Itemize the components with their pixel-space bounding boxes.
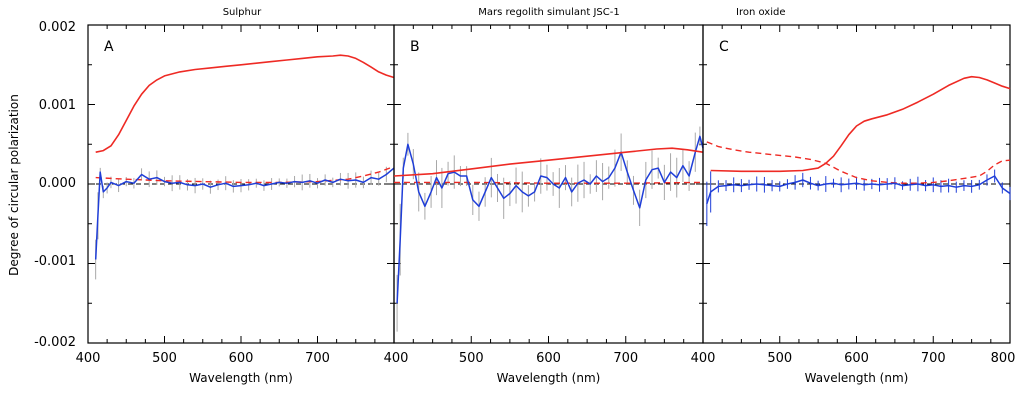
- panel-title: Mars regolith simulant JSC-1: [478, 7, 619, 18]
- y-tick-label: -0.002: [34, 335, 76, 350]
- blue-measurement-line: [396, 135, 704, 304]
- x-axis-title: Wavelength (nm): [189, 371, 293, 385]
- x-tick-label: 400: [691, 351, 716, 366]
- x-tick-label: 500: [152, 351, 177, 366]
- x-tick-label: 600: [844, 351, 869, 366]
- panel-title: Iron oxide: [736, 7, 785, 18]
- red-solid-line: [95, 54, 395, 153]
- red-dashed-line: [706, 141, 1011, 184]
- x-tick-label: 600: [229, 351, 254, 366]
- blue-measurement-line: [94, 167, 395, 260]
- y-tick-label: 0.000: [39, 176, 76, 191]
- red-solid-line: [393, 147, 704, 177]
- panel-title: Sulphur: [223, 7, 262, 18]
- red-dashed-line: [394, 181, 704, 184]
- blue-measurement-line: [706, 175, 1011, 205]
- x-tick-label: 600: [536, 351, 561, 366]
- x-tick-label: 800: [991, 351, 1016, 366]
- y-tick-label: -0.001: [34, 254, 76, 269]
- x-axis-title: Wavelength (nm): [805, 371, 909, 385]
- panel-iron-oxide: Iron oxide C 400 500 600 700 800 Wavelen…: [691, 7, 1016, 385]
- panel-sulphur: Sulphur A 400 500 600 700 Wavelength (nm…: [76, 7, 395, 385]
- x-axis-title: Wavelength (nm): [497, 371, 601, 385]
- x-tick-label: 700: [305, 351, 330, 366]
- y-axis: Degree of circular polarization 0.002 0.…: [7, 20, 76, 350]
- plot-content: [702, 24, 1011, 344]
- x-tick-label: 500: [459, 351, 484, 366]
- y-axis-title: Degree of circular polarization: [7, 94, 21, 276]
- panel-letter: A: [104, 39, 114, 55]
- panel-mars-regolith: Mars regolith simulant JSC-1 B 400 500 6…: [384, 7, 704, 385]
- x-tick-label: 700: [921, 351, 946, 366]
- red-solid-line: [710, 75, 1011, 173]
- y-tick-label: 0.002: [39, 20, 76, 35]
- x-tick-label: 400: [384, 351, 409, 366]
- x-tick-label: 700: [613, 351, 638, 366]
- x-tick-label: 500: [767, 351, 792, 366]
- plot-content: [87, 24, 395, 344]
- y-tick-label: 0.001: [39, 98, 76, 113]
- panel-letter: C: [719, 39, 729, 55]
- plot-content: [393, 24, 704, 344]
- panel-letter: B: [410, 39, 420, 55]
- x-tick-label: 400: [76, 351, 101, 366]
